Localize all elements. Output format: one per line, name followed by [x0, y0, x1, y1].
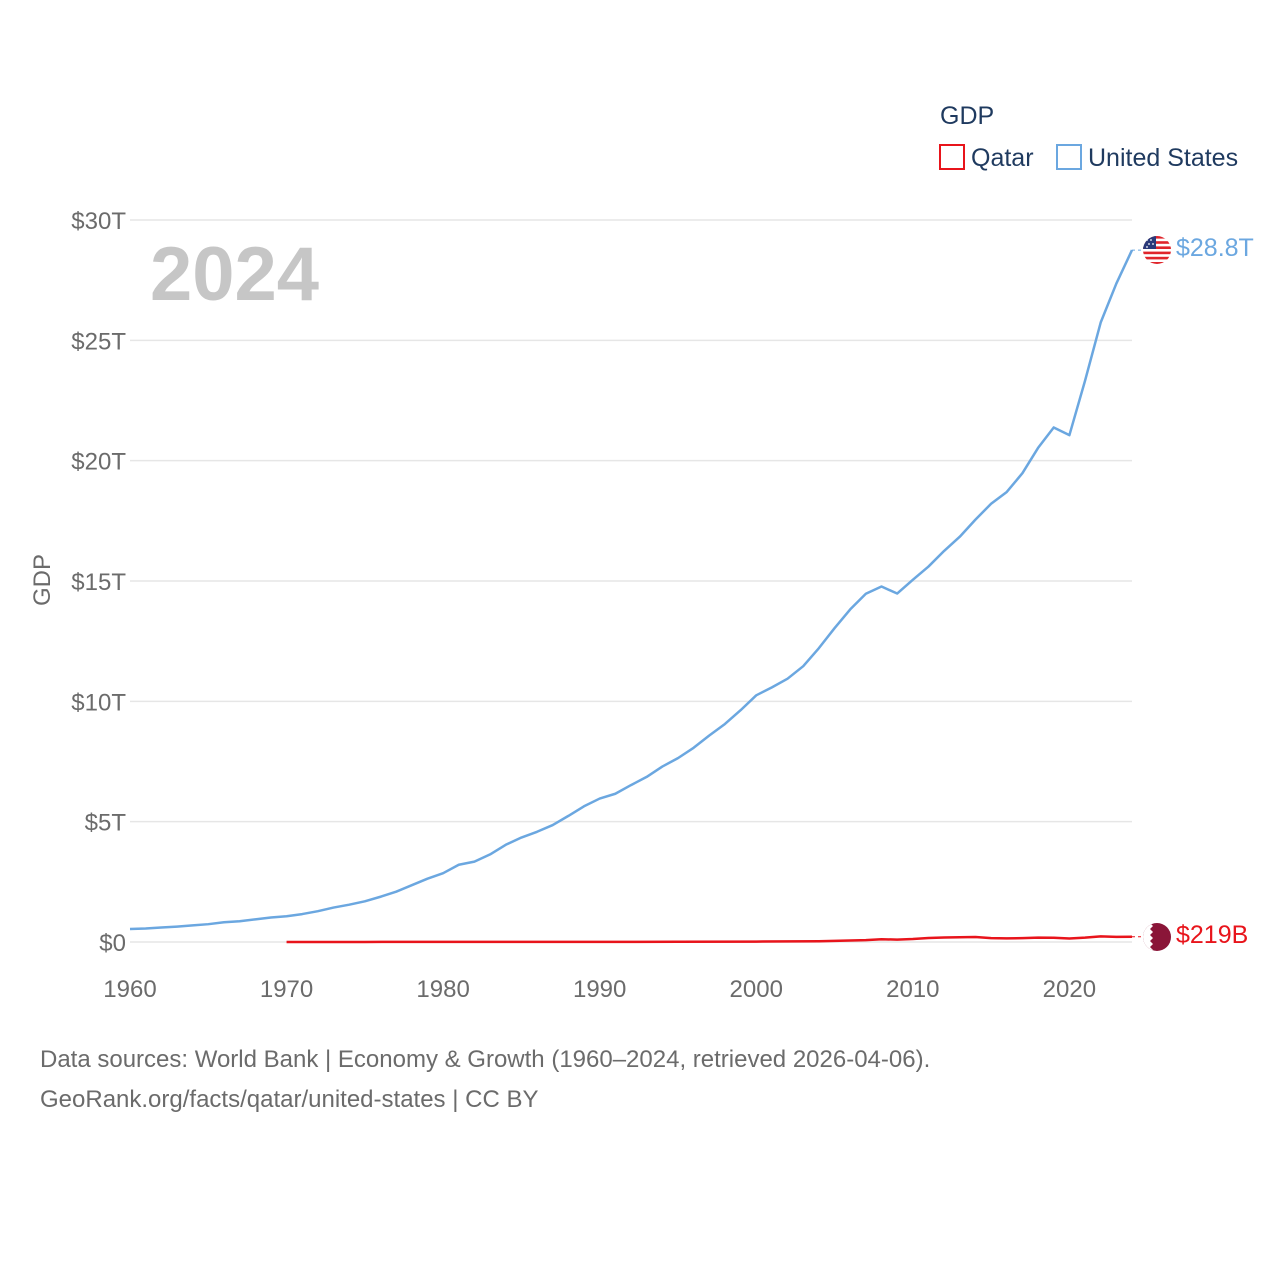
series-line-qatar [286, 935, 1133, 944]
legend-item-united-states[interactable]: United States [1056, 144, 1238, 172]
series-line-united-states [129, 249, 1134, 931]
footer: Data sources: World Bank | Economy & Gro… [40, 1040, 1240, 1120]
y-axis-ticks: $0 $5T $10T $15T $20T $25T $30T [71, 208, 126, 957]
y-tick-label: $10T [71, 689, 126, 716]
x-tick-label: 1980 [416, 976, 469, 1003]
y-tick-label: $0 [99, 930, 126, 957]
qatar-flag-icon [1143, 923, 1171, 951]
y-tick-label: $25T [71, 328, 126, 355]
current-year-label: 2024 [150, 232, 319, 317]
legend-label-united-states: United States [1088, 144, 1238, 172]
series-lines [129, 249, 1143, 944]
legend[interactable]: GDP Qatar United States [939, 102, 1238, 172]
us-flag-icon [1143, 236, 1171, 264]
legend-swatch-qatar [939, 144, 965, 170]
data-sources-text: Data sources: World Bank | Economy & Gro… [40, 1046, 931, 1073]
attribution-text: GeoRank.org/facts/qatar/united-states | … [40, 1086, 539, 1113]
x-tick-label: 2020 [1043, 976, 1096, 1003]
legend-swatch-united-states [1056, 144, 1082, 170]
united-states-end-value-label: $28.8T [1176, 234, 1254, 262]
y-tick-label: $5T [85, 810, 127, 837]
qatar-end-value-label: $219B [1176, 921, 1248, 949]
y-tick-label: $15T [71, 569, 126, 596]
x-tick-label: 1960 [103, 976, 156, 1003]
legend-label-qatar: Qatar [971, 144, 1034, 172]
y-tick-label: $30T [71, 208, 126, 235]
x-tick-label: 2010 [886, 976, 939, 1003]
legend-title: GDP [940, 102, 994, 130]
gridlines [130, 219, 1132, 943]
x-tick-label: 1970 [260, 976, 313, 1003]
x-tick-label: 1990 [573, 976, 626, 1003]
x-axis-ticks: 1960 1970 1980 1990 2000 2010 2020 [103, 976, 1096, 1003]
y-tick-label: $20T [71, 449, 126, 476]
x-tick-label: 2000 [730, 976, 783, 1003]
y-axis-title: GDP [29, 554, 56, 606]
legend-item-qatar[interactable]: Qatar [939, 144, 1034, 172]
